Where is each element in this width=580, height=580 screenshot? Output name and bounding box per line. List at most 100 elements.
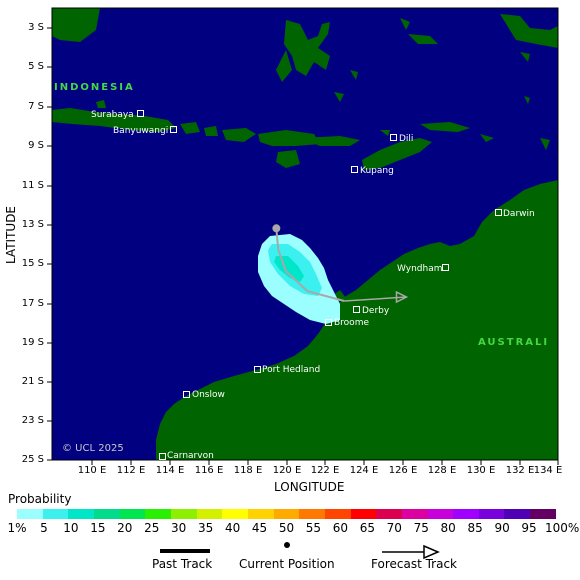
probability-swatch [376,509,402,519]
lat-tick: 11 S [21,180,44,191]
probability-swatch [324,509,351,519]
lat-tick: 25 S [21,454,44,465]
lon-tick: 132 E [505,465,535,476]
probability-swatch [119,509,146,519]
land-masses [52,8,558,460]
lon-tick: 122 E [310,465,340,476]
probability-swatch [247,509,274,519]
lat-tick: 13 S [21,219,44,230]
probability-legend-title: Probability [8,492,72,506]
probability-tick: 1% [7,521,27,535]
place-marker-broome [325,319,332,326]
probability-tick: 55 [305,521,322,535]
probability-swatch [42,509,69,519]
place-label-surabaya: Surabaya [91,110,134,120]
probability-tick: 50 [278,521,295,535]
probability-swatch [401,509,428,519]
probability-swatch [273,509,300,519]
lon-tick: 114 E [155,465,185,476]
lon-tick: 110 E [77,465,107,476]
probability-tick: 60 [332,521,349,535]
probability-tick: 85 [467,521,483,535]
probability-tick: 75 [413,521,429,535]
probability-tick: 30 [171,521,187,535]
lat-tick: 15 S [21,258,44,269]
probability-tick: 100% [545,521,580,535]
place-label-carnarvon: Carnarvon [167,451,214,461]
probability-tick: 90 [494,521,510,535]
probability-swatch [504,509,531,519]
lon-tick: 128 E [427,465,457,476]
x-axis-title: LONGITUDE [274,480,345,494]
lat-tick: 23 S [21,415,44,426]
lon-tick: 120 E [272,465,302,476]
probability-tick: 25 [144,521,160,535]
lat-tick: 7 S [28,101,44,112]
current-position-marker [272,224,281,233]
probability-swatch [299,509,325,519]
probability-tick: 70 [386,521,402,535]
place-label-wyndham: Wyndham [397,264,443,274]
place-marker-wyndham [442,264,449,271]
probability-swatch [145,509,171,519]
lon-tick: 124 E [349,465,379,476]
lon-tick: 118 E [233,465,263,476]
lon-tick: 134 E [533,465,563,476]
place-label-broome: Broome [334,318,369,328]
probability-swatch [453,509,479,519]
current-position-legend-dot [284,542,290,548]
lon-tick: 130 E [466,465,496,476]
lat-tick: 19 S [21,337,44,348]
probability-tick: 65 [359,521,375,535]
forecast-track-arrowhead [395,290,409,304]
probability-swatch [93,509,120,519]
probability-tick: 80 [440,521,456,535]
place-marker-darwin [495,209,502,216]
probability-swatch [530,509,556,519]
lat-tick: 3 S [28,22,44,33]
current-position-legend-label: Current Position [239,557,335,571]
tick-marks [47,27,559,465]
lat-tick: 5 S [28,61,44,72]
place-marker-banyuwangi [170,126,177,133]
place-marker-dili [390,134,397,141]
place-marker-derby [353,306,360,313]
place-marker-port-hedland [254,366,261,373]
probability-tick: 45 [251,521,268,535]
past-track-line [275,228,345,302]
place-label-derby: Derby [362,306,390,316]
probability-tick: 20 [117,521,133,535]
probability-swatch [17,509,43,519]
lon-tick: 126 E [388,465,418,476]
probability-swatch [350,509,377,519]
place-label-kupang: Kupang [360,166,394,176]
y-axis-title: LATITUDE [4,205,18,265]
region-label-australia: AUSTRALI [478,337,550,348]
lon-tick: 116 E [194,465,224,476]
place-marker-kupang [351,166,358,173]
probability-tick: 15 [90,521,106,535]
probability-swatch [478,509,505,519]
probability-color-scale [17,509,556,519]
place-label-onslow: Onslow [192,390,225,400]
region-label-indonesia: INDONESIA [54,82,135,93]
forecast-track-legend-arrowhead [423,544,440,560]
probability-swatch [222,509,248,519]
forecast-track-legend-label: Forecast Track [371,557,457,571]
probability-tick: 10 [63,521,79,535]
probability-tick: 95 [521,521,537,535]
probability-tick: 5 [40,521,48,535]
probability-swatch [427,509,454,519]
map-frame [51,7,559,461]
place-label-darwin: Darwin [503,209,535,219]
copyright-notice: © UCL 2025 [62,443,124,454]
prob-band-10 [274,256,304,282]
probability-tick: 40 [224,521,241,535]
lat-tick: 9 S [28,140,44,151]
probability-swatch [196,509,223,519]
place-marker-carnarvon [159,453,166,460]
lat-tick: 21 S [21,376,44,387]
probability-tick: 35 [198,521,214,535]
lat-tick: 17 S [21,298,44,309]
